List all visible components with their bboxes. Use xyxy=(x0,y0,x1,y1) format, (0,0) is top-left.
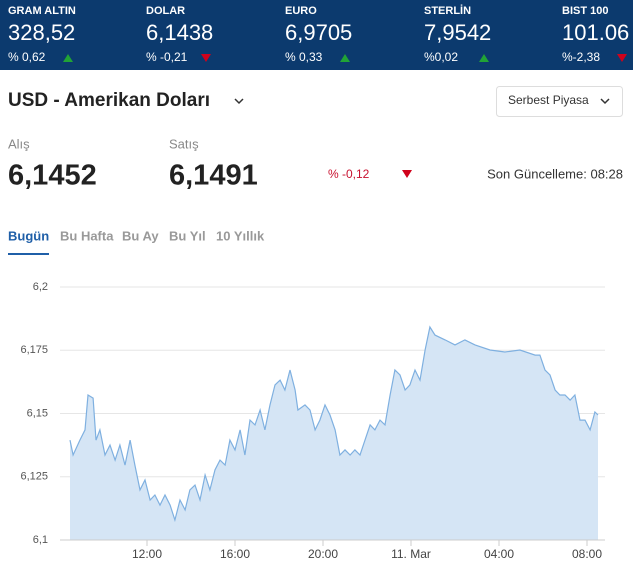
ticker-item[interactable]: DOLAR 6,1438 % -0,21 xyxy=(146,5,213,64)
x-tick-label: 16:00 xyxy=(220,547,250,561)
trend-arrow xyxy=(479,54,489,62)
ticker-name: DOLAR xyxy=(146,5,185,17)
dropdown-chevron xyxy=(600,98,610,105)
buy-value: 6,1452 xyxy=(8,160,97,192)
x-tick-label: 12:00 xyxy=(132,547,162,561)
tab[interactable]: Bugün xyxy=(8,228,49,243)
page-title: USD - Amerikan Doları xyxy=(8,90,210,111)
sell-label: Satış xyxy=(169,136,199,151)
ticker-name: STERLİN xyxy=(424,4,471,17)
trend-arrow xyxy=(201,54,211,62)
ticker-name: BIST 100 xyxy=(562,5,608,17)
ticker: GRAM ALTIN 328,52 % 0,62 DOLAR 6,1438 % -0,21… xyxy=(8,4,629,64)
x-tick-label: 08:00 xyxy=(572,547,602,561)
active-tab-underline xyxy=(8,253,49,255)
ticker-item[interactable]: EURO 6,9705 % 0,33 xyxy=(285,5,352,64)
title-chevron[interactable] xyxy=(234,98,244,105)
quote-change: % -0,12 xyxy=(328,167,370,181)
buy-label: Alış xyxy=(8,136,30,151)
ticker-item[interactable]: STERLİN 7,9542 %0,02 xyxy=(424,4,491,64)
y-tick-label: 6,175 xyxy=(20,344,48,356)
ticker-value: 6,1438 xyxy=(146,20,213,45)
x-tick-label: 04:00 xyxy=(484,547,514,561)
market-label: Serbest Piyasa xyxy=(508,93,589,107)
tab[interactable]: Bu Yıl xyxy=(169,228,206,243)
price-line xyxy=(69,325,599,523)
tab[interactable]: Bu Ay xyxy=(122,228,159,243)
ticker-change: %-2,38 xyxy=(562,50,600,64)
ticker-item[interactable]: GRAM ALTIN 328,52 % 0,62 xyxy=(8,5,76,64)
y-tick-label: 6,15 xyxy=(27,407,48,419)
tabs: Bugün Bu Hafta Bu Ay Bu Yıl 10 Yıllık xyxy=(8,228,265,243)
ticker-name: EURO xyxy=(285,5,317,17)
tab[interactable]: 10 Yıllık xyxy=(216,228,265,243)
trend-arrow xyxy=(402,170,412,178)
ticker-change: %0,02 xyxy=(424,50,458,64)
y-tick-label: 6,1 xyxy=(33,534,48,546)
ticker-bar xyxy=(0,0,633,70)
ticker-value: 328,52 xyxy=(8,20,75,45)
last-update: Son Güncelleme: 08:28 xyxy=(487,166,623,181)
ticker-change: % -0,21 xyxy=(146,50,188,64)
y-tick-label: 6,125 xyxy=(20,471,48,483)
ticker-value: 7,9542 xyxy=(424,20,491,45)
quote-arrow xyxy=(402,170,412,178)
x-tick-label: 11. Mar xyxy=(391,547,431,561)
market-dropdown[interactable] xyxy=(496,86,623,117)
chart: 6,1 6,125 6,15 6,175 6,2 12:00 16:00 20:00 11. M… xyxy=(20,281,605,561)
sell-value: 6,1491 xyxy=(169,160,258,192)
ticker-value: 6,9705 xyxy=(285,20,352,45)
ticker-change: % 0,33 xyxy=(285,50,323,64)
area-fill xyxy=(70,327,598,540)
y-tick-label: 6,2 xyxy=(33,281,48,293)
tab[interactable]: Bu Hafta xyxy=(60,228,114,243)
ticker-change: % 0,62 xyxy=(8,50,46,64)
x-tick-label: 20:00 xyxy=(308,547,338,561)
ticker-name: GRAM ALTIN xyxy=(8,5,76,17)
trend-arrow xyxy=(617,54,627,62)
ticker-item[interactable]: BIST 100 101.06 %-2,38 xyxy=(562,5,629,64)
trend-arrow xyxy=(340,54,350,62)
trend-arrow xyxy=(63,54,73,62)
ticker-value: 101.06 xyxy=(562,20,629,45)
